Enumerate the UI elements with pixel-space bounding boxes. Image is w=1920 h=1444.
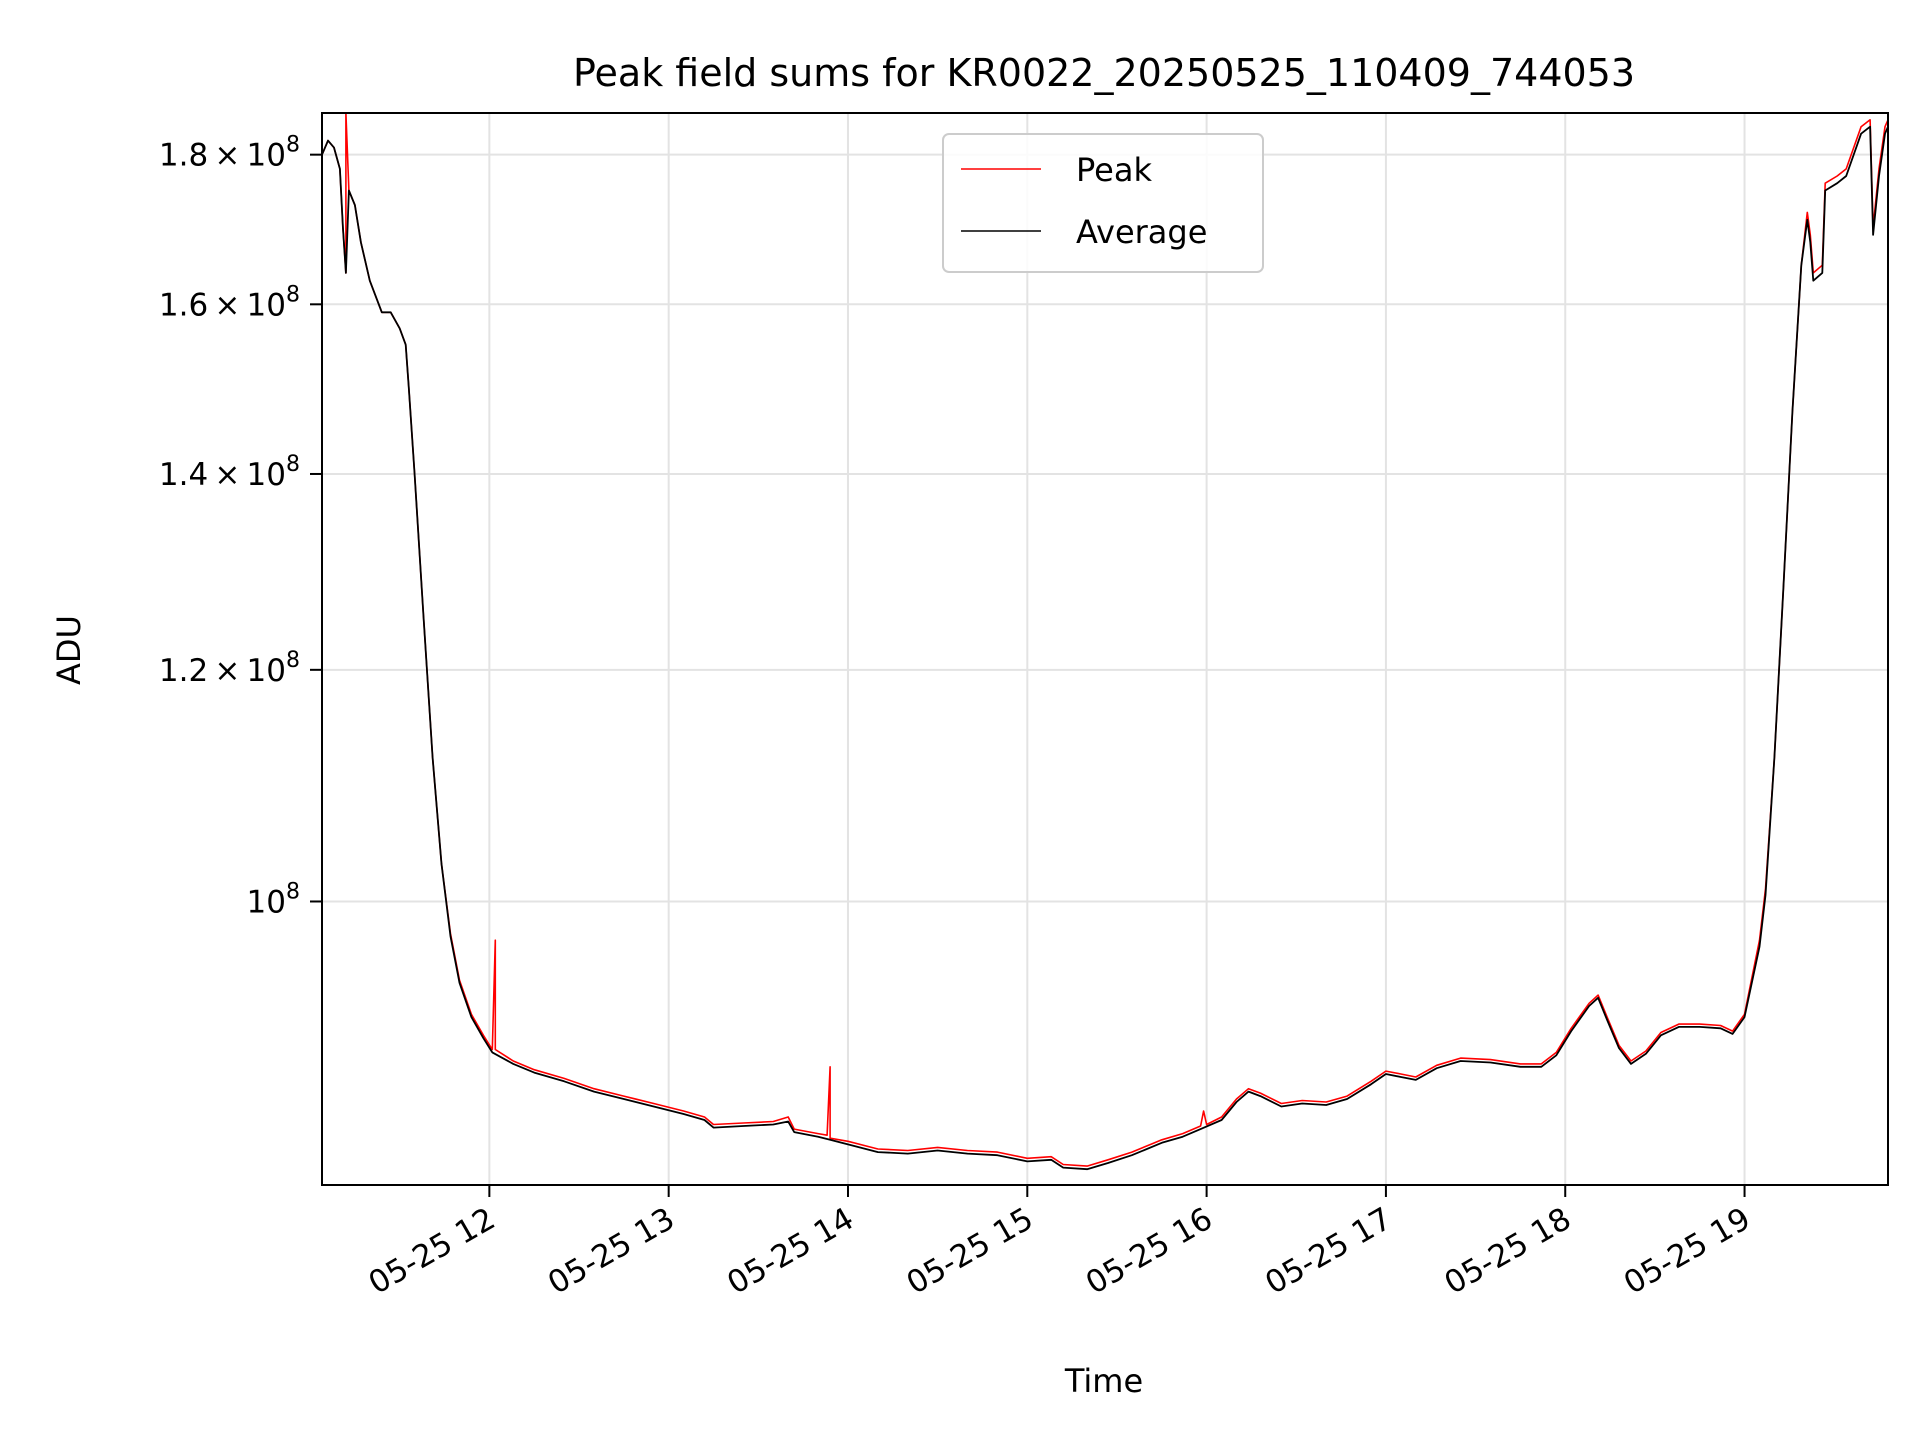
legend-label-average: Average — [1076, 213, 1207, 251]
legend-label-peak: Peak — [1076, 151, 1152, 189]
y-tick-label: 1.2 × 108 — [159, 648, 300, 689]
y-axis-label: ADU — [50, 615, 88, 685]
y-tick-label: 1.6 × 108 — [159, 282, 300, 323]
plot-frame — [321, 112, 1889, 1186]
grid-lines — [322, 113, 1888, 1185]
chart-title: Peak field sums for KR0022_20250525_1104… — [573, 51, 1635, 95]
series-line-average — [321, 125, 1889, 1171]
data-series — [321, 112, 1889, 1171]
y-tick-label: 1.8 × 108 — [159, 133, 300, 174]
legend: Peak Average — [942, 133, 1264, 273]
x-axis-label: Time — [1064, 1362, 1143, 1400]
y-tick-label: 1.4 × 108 — [159, 452, 300, 493]
